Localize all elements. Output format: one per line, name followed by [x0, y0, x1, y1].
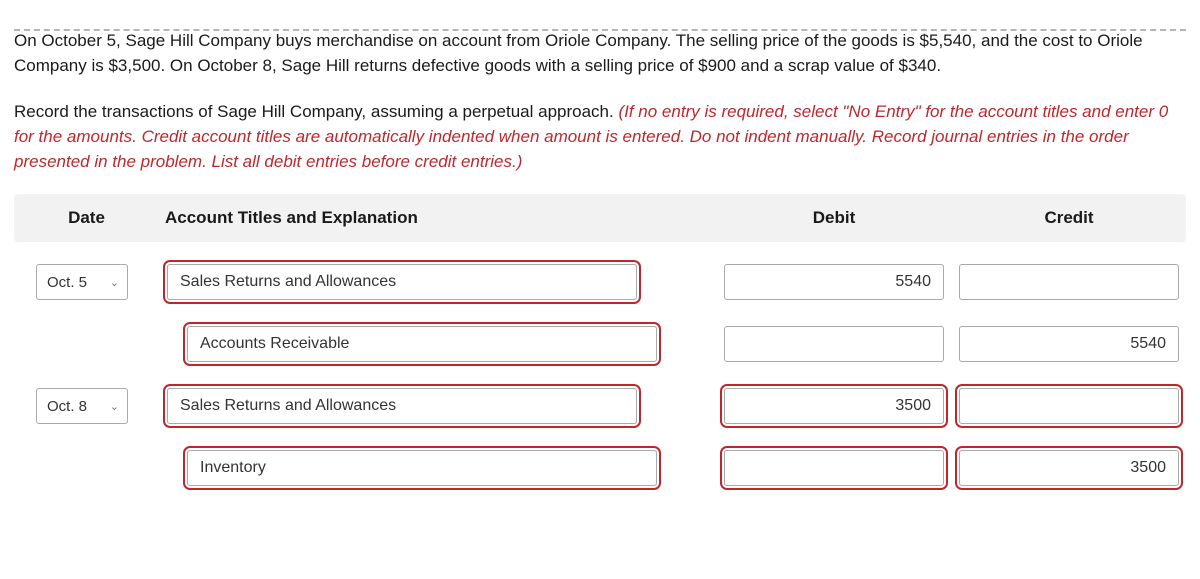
credit-input[interactable]: 5540	[959, 326, 1179, 362]
account-title-input[interactable]: Inventory	[187, 450, 657, 486]
debit-input[interactable]	[724, 450, 944, 486]
journal-row: Oct. 5 ⌄ Sales Returns and Allowances 5540	[14, 264, 1186, 300]
table-header: Date Account Titles and Explanation Debi…	[14, 194, 1186, 242]
header-acct: Account Titles and Explanation	[159, 208, 714, 228]
instruction-lead: Record the transactions of Sage Hill Com…	[14, 102, 618, 121]
date-select[interactable]: Oct. 5 ⌄	[36, 264, 128, 300]
credit-input[interactable]	[959, 264, 1179, 300]
date-select[interactable]: Oct. 8 ⌄	[36, 388, 128, 424]
question-text: On October 5, Sage Hill Company buys mer…	[14, 29, 1186, 78]
account-title-input[interactable]: Accounts Receivable	[187, 326, 657, 362]
page-divider	[14, 29, 1186, 31]
credit-input[interactable]	[959, 388, 1179, 424]
account-title-input[interactable]: Sales Returns and Allowances	[167, 264, 637, 300]
header-credit: Credit	[954, 208, 1184, 228]
account-title-input[interactable]: Sales Returns and Allowances	[167, 388, 637, 424]
date-value: Oct. 5	[47, 274, 87, 291]
journal-row: Accounts Receivable 5540	[14, 326, 1186, 362]
journal-row: Inventory 3500	[14, 450, 1186, 486]
debit-input[interactable]: 5540	[724, 264, 944, 300]
instruction-text: Record the transactions of Sage Hill Com…	[14, 100, 1186, 174]
header-debit: Debit	[714, 208, 954, 228]
chevron-down-icon: ⌄	[110, 276, 119, 289]
debit-input[interactable]: 3500	[724, 388, 944, 424]
header-date: Date	[14, 208, 159, 228]
date-value: Oct. 8	[47, 398, 87, 415]
debit-input[interactable]	[724, 326, 944, 362]
journal-row: Oct. 8 ⌄ Sales Returns and Allowances 3500	[14, 388, 1186, 424]
credit-input[interactable]: 3500	[959, 450, 1179, 486]
chevron-down-icon: ⌄	[110, 400, 119, 413]
